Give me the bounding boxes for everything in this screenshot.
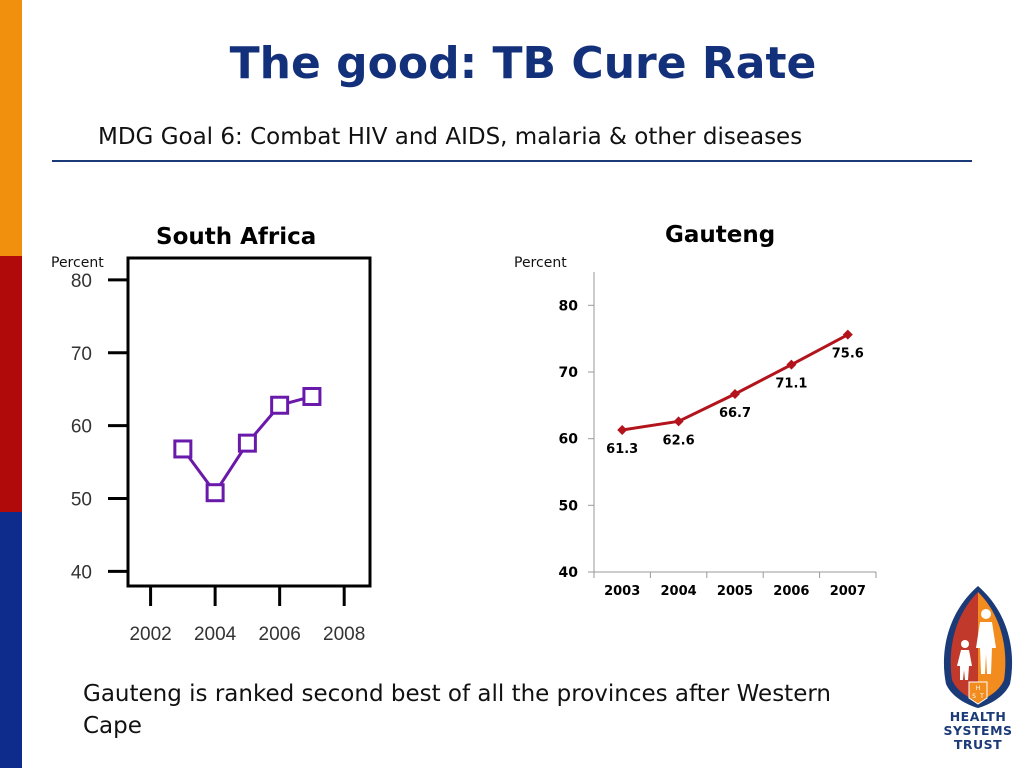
gauteng-data-label-2005: 66.7 xyxy=(719,406,751,421)
gauteng-data-label-2006: 71.1 xyxy=(775,377,807,392)
gauteng-data-label-2003: 61.3 xyxy=(606,442,638,457)
sa-point-2003 xyxy=(173,439,193,459)
gauteng-point-2007 xyxy=(842,329,853,340)
gauteng-point-2003 xyxy=(617,425,628,435)
sa-ytick-label-50: 50 xyxy=(71,490,92,511)
stripe-red xyxy=(0,256,22,512)
sa-xtick-label-2004: 2004 xyxy=(194,624,237,645)
title-divider xyxy=(52,160,972,162)
sa-point-2004 xyxy=(205,483,225,503)
logo-line-health: HEALTH xyxy=(949,709,1007,724)
gauteng-point-2005 xyxy=(730,389,740,399)
slide-subtitle: MDG Goal 6: Combat HIV and AIDS, malaria… xyxy=(98,124,803,150)
stripe-blue xyxy=(0,512,22,768)
slide-title: The good: TB Cure Rate xyxy=(229,38,817,89)
logo-shield-letter-h: H xyxy=(976,685,981,692)
sa-plot-frame xyxy=(126,256,372,588)
gauteng-ylabel: Percent xyxy=(514,255,567,271)
sa-ytick-label-80: 80 xyxy=(71,271,92,292)
sa-chart-title: South Africa xyxy=(156,224,317,250)
gauteng-ytick-label-40: 40 xyxy=(559,565,579,581)
health-systems-trust-logo: H S T xyxy=(943,586,1013,708)
logo-text: HEALTH SYSTEMS TRUST xyxy=(932,710,1024,752)
gauteng-ytick-label-80: 80 xyxy=(559,298,579,314)
gauteng-ytick-label-50: 50 xyxy=(559,498,579,514)
gauteng-xtick-label-2007: 2007 xyxy=(830,584,866,599)
sa-point-2007 xyxy=(302,386,322,406)
sa-ytick-label-60: 60 xyxy=(71,417,92,438)
gauteng-xtick-label-2004: 2004 xyxy=(661,584,697,599)
sa-ytick-label-70: 70 xyxy=(71,344,92,365)
gauteng-xtick-label-2006: 2006 xyxy=(773,584,809,599)
logo-shield-letter-t: T xyxy=(979,693,984,700)
gauteng-data-label-2007: 75.6 xyxy=(832,347,864,362)
logo-shield-letter-s: S xyxy=(972,693,976,700)
sa-xtick-label-2006: 2006 xyxy=(259,624,301,645)
logo-line-systems: SYSTEMS xyxy=(943,723,1013,738)
sa-point-2006 xyxy=(270,395,290,415)
gauteng-xtick-label-2005: 2005 xyxy=(717,584,753,599)
sa-point-2005 xyxy=(237,433,257,453)
gauteng-ytick-label-60: 60 xyxy=(559,432,579,448)
sa-xtick-label-2008: 2008 xyxy=(323,624,365,645)
gauteng-chart-title: Gauteng xyxy=(665,222,776,248)
sa-ylabel: Percent xyxy=(51,255,104,271)
gauteng-xtick-label-2003: 2003 xyxy=(604,584,640,599)
gauteng-point-2006 xyxy=(786,359,797,370)
sa-ytick-label-40: 40 xyxy=(71,562,92,583)
gauteng-ytick-label-70: 70 xyxy=(559,365,579,381)
logo-line-trust: TRUST xyxy=(953,737,1003,752)
sa-xtick-label-2002: 2002 xyxy=(129,624,171,645)
gauteng-data-label-2004: 62.6 xyxy=(663,433,695,448)
footer-note: Gauteng is ranked second best of all the… xyxy=(83,681,831,739)
stripe-orange xyxy=(0,0,22,256)
gauteng-point-2004 xyxy=(673,416,684,427)
